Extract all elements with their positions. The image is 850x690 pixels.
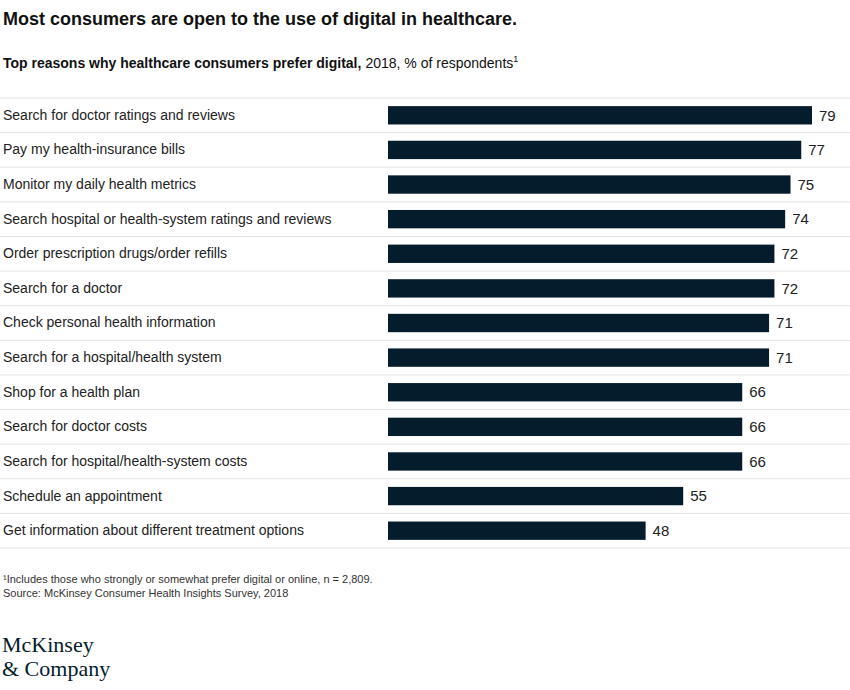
row-separator — [0, 409, 850, 410]
bar — [388, 175, 791, 193]
subtitle-main: Top reasons why healthcare consumers pre… — [3, 55, 361, 71]
footnote-marker: 1 — [513, 54, 518, 64]
y-tick: Get information about different treatmen… — [3, 522, 304, 538]
row-separator — [0, 305, 850, 306]
y-tick: Search hospital or health-system ratings… — [3, 211, 331, 227]
bar — [388, 348, 769, 366]
bar — [388, 245, 774, 263]
y-tick: Search for hospital/health-system costs — [3, 453, 247, 469]
data-label: 77 — [808, 141, 825, 158]
y-tick: Search for doctor costs — [3, 418, 147, 434]
bar — [388, 452, 742, 470]
row-separators — [0, 98, 850, 548]
row-separator — [0, 271, 850, 272]
category-label: Order prescription drugs/order refills — [3, 245, 227, 261]
row-separator — [0, 132, 850, 133]
data-label: 72 — [781, 245, 798, 262]
y-tick: Check personal health information — [3, 314, 215, 330]
subtitle-detail: 2018, % of respondents — [365, 55, 513, 71]
data-label: 74 — [792, 210, 809, 227]
row-separator — [0, 478, 850, 479]
logo-text: McKinsey — [2, 632, 94, 657]
data-label: 55 — [690, 487, 707, 504]
category-label: Monitor my daily health metrics — [3, 176, 196, 192]
row-separator — [0, 340, 850, 341]
row-separator — [0, 548, 850, 549]
y-tick: Pay my health-insurance bills — [3, 141, 185, 157]
row-separator — [0, 201, 850, 202]
category-label: Search for doctor costs — [3, 418, 147, 434]
category-label: Schedule an appointment — [3, 488, 162, 504]
category-label: Shop for a health plan — [3, 384, 140, 400]
bar — [388, 210, 785, 228]
category-label: Search for doctor ratings and reviews — [3, 107, 235, 123]
logo: McKinsey& Company — [2, 632, 110, 681]
bar — [388, 106, 812, 124]
data-label: 75 — [798, 176, 815, 193]
footnote: ¹Includes those who strongly or somewhat… — [3, 573, 373, 585]
chart: Most consumers are open to the use of di… — [0, 0, 850, 690]
data-label: 66 — [749, 453, 766, 470]
y-tick: Monitor my daily health metrics — [3, 176, 196, 192]
title: Most consumers are open to the use of di… — [3, 9, 517, 29]
data-label: 66 — [749, 383, 766, 400]
row-separator — [0, 513, 850, 514]
y-tick: Search for doctor ratings and reviews — [3, 107, 235, 123]
data-label: 71 — [776, 349, 793, 366]
y-tick: Order prescription drugs/order refills — [3, 245, 227, 261]
row-separator — [0, 374, 850, 375]
data-labels: 79 77 75 74 72 72 71 71 66 66 66 55 48 — [653, 107, 836, 539]
data-label: 66 — [749, 418, 766, 435]
logo-text: & Company — [2, 656, 110, 681]
bar — [388, 522, 646, 540]
y-axis-line — [0, 99, 1, 549]
subtitle: Top reasons why healthcare consumers pre… — [3, 54, 518, 71]
bar — [388, 487, 683, 505]
footnotes: ¹Includes those who strongly or somewhat… — [3, 573, 373, 599]
category-label: Get information about different treatmen… — [3, 522, 304, 538]
row-separator — [0, 98, 850, 99]
y-tick: Search for a hospital/health system — [3, 349, 222, 365]
category-label: Search for hospital/health-system costs — [3, 453, 247, 469]
footnote: Source: McKinsey Consumer Health Insight… — [3, 587, 288, 599]
y-tick: Shop for a health plan — [3, 384, 140, 400]
y-tick: Search for a doctor — [3, 280, 122, 296]
bar — [388, 141, 801, 159]
category-label: Search for a hospital/health system — [3, 349, 222, 365]
bars — [388, 106, 812, 540]
data-label: 79 — [819, 107, 836, 124]
category-label: Pay my health-insurance bills — [3, 141, 185, 157]
row-separator — [0, 444, 850, 445]
category-label: Check personal health information — [3, 314, 215, 330]
y-axis: Search for doctor ratings and reviews Pay… — [1, 99, 332, 549]
data-label: 71 — [776, 314, 793, 331]
bar — [388, 314, 769, 332]
bar — [388, 383, 742, 401]
row-separator — [0, 236, 850, 237]
data-label: 48 — [653, 522, 670, 539]
row-separator — [0, 167, 850, 168]
category-label: Search hospital or health-system ratings… — [3, 211, 331, 227]
bar — [388, 279, 774, 297]
category-label: Search for a doctor — [3, 280, 122, 296]
data-label: 72 — [781, 280, 798, 297]
bar — [388, 418, 742, 436]
y-tick: Schedule an appointment — [3, 488, 162, 504]
